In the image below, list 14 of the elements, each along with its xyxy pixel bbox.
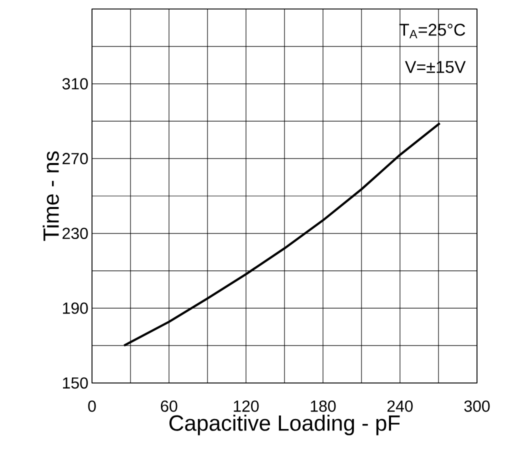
y-tick-label: 270 bbox=[62, 152, 88, 164]
line-series bbox=[122, 122, 441, 347]
y-tick-label: 310 bbox=[62, 78, 88, 90]
x-axis-title: Capacitive Loading - pF bbox=[169, 414, 400, 436]
x-tick-label: 240 bbox=[387, 400, 413, 412]
y-tick-label: 150 bbox=[63, 377, 88, 389]
x-tick-label: 0 bbox=[88, 400, 96, 412]
x-tick-label: 300 bbox=[464, 400, 490, 412]
x-tick-label: 60 bbox=[160, 400, 178, 412]
y-tick-label: 230 bbox=[62, 228, 88, 240]
y-tick-label: 190 bbox=[63, 302, 88, 314]
x-tick-label: 120 bbox=[234, 400, 259, 412]
x-tick-label: 180 bbox=[310, 400, 336, 412]
y-axis-title: Time - ns bbox=[42, 151, 59, 241]
